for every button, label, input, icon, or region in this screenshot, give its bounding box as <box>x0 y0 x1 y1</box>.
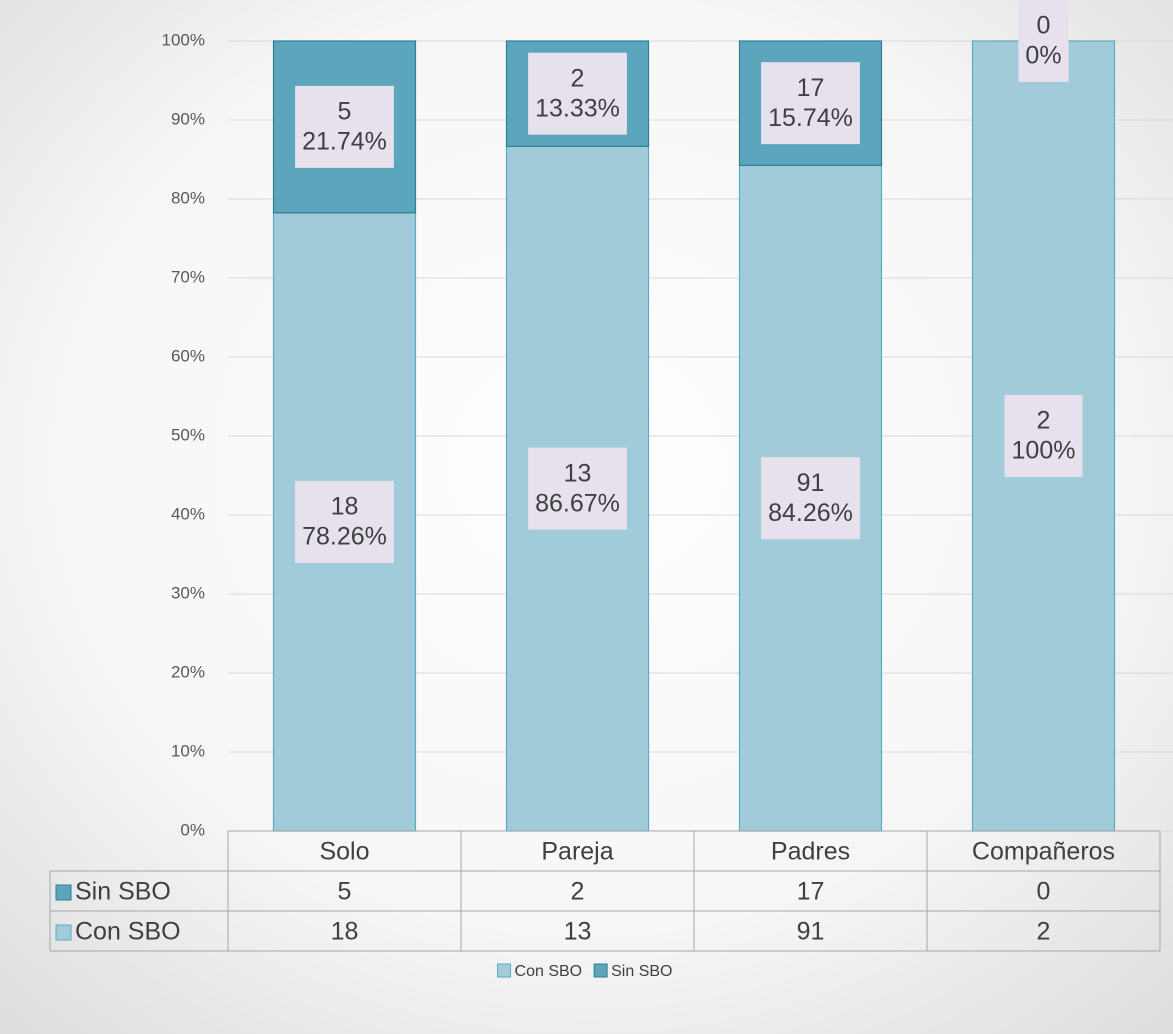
data-label: 213.33% <box>528 52 627 135</box>
data-label-box <box>528 447 627 530</box>
table-cell: 0 <box>1037 878 1051 906</box>
legend-label: Sin SBO <box>611 963 672 980</box>
data-label-box <box>295 480 394 563</box>
data-label-count: 5 <box>338 97 352 125</box>
table-legend-key <box>55 924 72 941</box>
table-cell: 5 <box>338 878 352 906</box>
table-cell: 13 <box>564 918 592 946</box>
data-label-box <box>295 85 394 168</box>
data-label-box <box>1004 395 1083 477</box>
data-label: 521.74% <box>295 85 394 168</box>
y-tick-label: 70% <box>171 267 205 286</box>
data-label-count: 0 <box>1037 12 1051 40</box>
legend: Con SBO Sin SBO <box>497 963 672 980</box>
data-label-value: 15.74% <box>768 104 853 132</box>
data-label-count: 91 <box>797 469 825 497</box>
data-label-count: 2 <box>571 64 585 92</box>
y-tick-label: 100% <box>162 30 205 49</box>
table-header: Padres <box>771 838 850 866</box>
data-label-count: 17 <box>797 74 825 102</box>
y-tick-label: 0% <box>180 820 205 839</box>
table-row-header: Sin SBO <box>75 878 171 906</box>
legend-label: Con SBO <box>515 963 583 980</box>
table-header: Compañeros <box>972 838 1115 866</box>
y-tick-label: 60% <box>171 346 205 365</box>
data-label-box <box>528 52 627 135</box>
data-label-value: 21.74% <box>302 127 387 155</box>
data-label-value: 13.33% <box>535 94 620 122</box>
data-label-value: 78.26% <box>302 522 387 550</box>
data-label-count: 13 <box>564 459 592 487</box>
legend-key <box>497 963 512 978</box>
data-label-value: 84.26% <box>768 499 853 527</box>
data-label-value: 0% <box>1025 42 1061 70</box>
table-cell: 2 <box>1037 918 1051 946</box>
data-label: 00% <box>1018 0 1069 82</box>
legend-key <box>593 963 608 978</box>
y-tick-label: 30% <box>171 583 205 602</box>
y-tick-label: 80% <box>171 188 205 207</box>
data-label-box <box>761 62 860 145</box>
table-row-header: Con SBO <box>75 918 181 946</box>
data-label-value: 100% <box>1012 437 1076 465</box>
table-header: Solo <box>319 838 369 866</box>
data-label-box <box>1018 0 1069 82</box>
table-legend-key <box>55 884 72 901</box>
data-label-count: 2 <box>1037 407 1051 435</box>
data-label-count: 18 <box>331 492 359 520</box>
table-header: Pareja <box>541 838 613 866</box>
table-cell: 18 <box>331 918 359 946</box>
data-label-box <box>761 457 860 540</box>
table-cell: 91 <box>797 918 825 946</box>
table-cell: 17 <box>797 878 825 906</box>
table-cell: 2 <box>571 878 585 906</box>
data-label-value: 86.67% <box>535 489 620 517</box>
y-tick-label: 20% <box>171 662 205 681</box>
y-tick-label: 90% <box>171 109 205 128</box>
y-tick-label: 40% <box>171 504 205 523</box>
y-tick-label: 10% <box>171 741 205 760</box>
y-tick-label: 50% <box>171 425 205 444</box>
